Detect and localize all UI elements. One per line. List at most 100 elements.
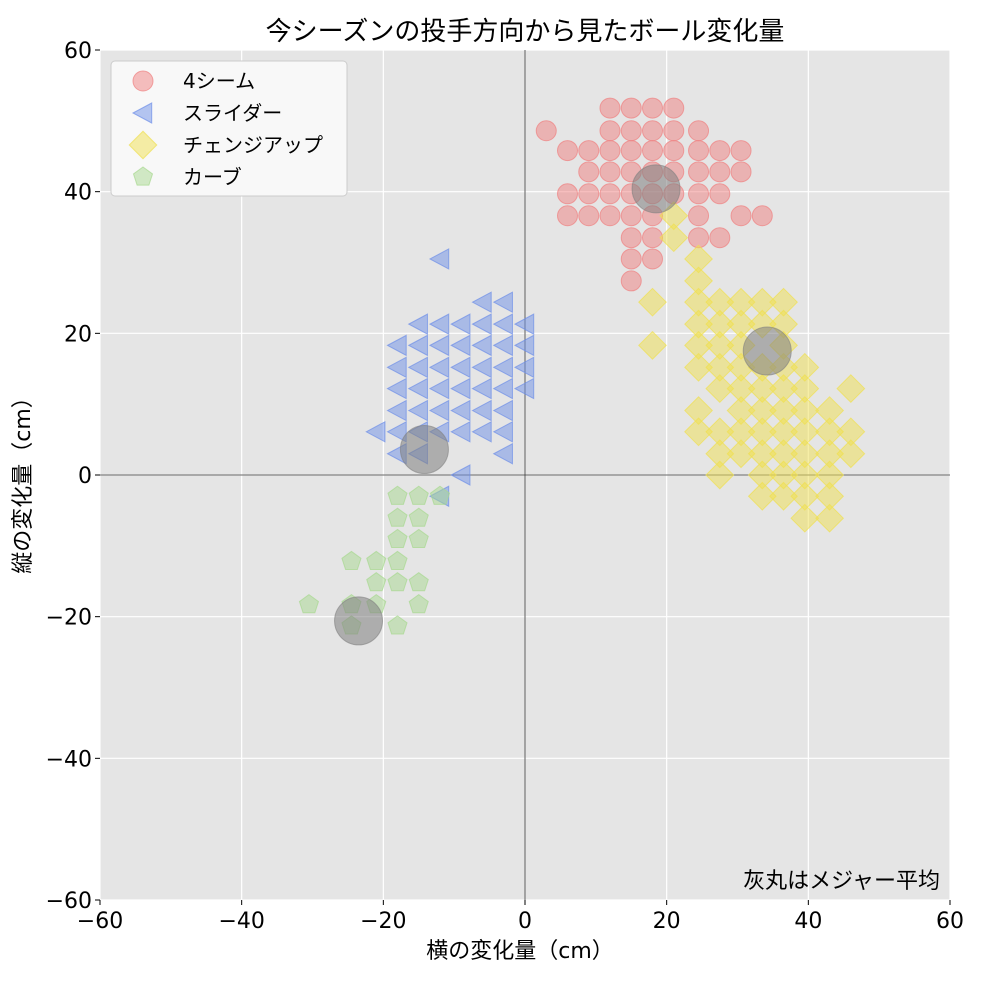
- y-tick-label: −40: [46, 747, 92, 772]
- point-pentagon: [387, 615, 408, 635]
- point-triangle-left: [386, 356, 407, 379]
- point-circle: [663, 97, 685, 119]
- point-triangle-left: [513, 356, 535, 379]
- point-circle: [709, 140, 731, 162]
- point-diamond: [638, 287, 667, 317]
- legend-marker-pentagon: [132, 166, 154, 186]
- point-triangle-left: [450, 399, 471, 422]
- point-triangle-left: [386, 420, 407, 443]
- point-diamond: [638, 330, 667, 360]
- point-triangle-left: [407, 399, 428, 422]
- point-circle: [620, 227, 642, 249]
- x-tick-label: 20: [653, 909, 681, 934]
- point-triangle-left: [450, 313, 471, 335]
- point-triangle-left: [450, 334, 471, 357]
- point-triangle-left: [407, 313, 428, 335]
- point-circle: [751, 205, 773, 227]
- point-circle: [642, 248, 663, 270]
- point-pentagon: [387, 528, 408, 549]
- x-tick-label: −40: [218, 909, 264, 934]
- point-diamond: [705, 374, 735, 404]
- point-pentagon: [298, 594, 320, 614]
- average-marker: [334, 596, 384, 646]
- point-diamond: [836, 439, 866, 469]
- point-triangle-left: [450, 356, 471, 379]
- average-marker: [399, 425, 449, 474]
- average-markers: [334, 164, 792, 646]
- point-pentagon: [408, 594, 429, 614]
- point-triangle-left: [407, 356, 428, 379]
- point-triangle-left: [450, 464, 471, 486]
- point-circle: [642, 97, 663, 119]
- point-triangle-left: [492, 291, 513, 314]
- y-tick-label: −60: [46, 889, 92, 914]
- point-diamond: [659, 223, 689, 253]
- point-circle: [688, 183, 710, 205]
- x-tick-label: −20: [360, 909, 406, 934]
- point-circle: [620, 140, 642, 162]
- point-pentagon: [387, 572, 408, 592]
- point-pentagon: [429, 485, 451, 505]
- point-triangle-left: [450, 377, 471, 400]
- point-circle: [599, 205, 621, 227]
- x-tick-label: 60: [936, 909, 964, 934]
- point-circle: [730, 140, 752, 162]
- point-circle: [578, 183, 600, 205]
- average-note: 灰丸はメジャー平均: [743, 869, 940, 894]
- point-triangle-left: [471, 356, 492, 379]
- y-tick-label: 40: [64, 181, 92, 206]
- legend-box: [110, 60, 348, 197]
- point-circle: [620, 205, 642, 227]
- point-circle: [663, 140, 685, 162]
- point-circle: [620, 97, 642, 119]
- point-diamond: [684, 352, 713, 382]
- point-circle: [688, 140, 710, 162]
- legend-label: カーブ: [183, 165, 242, 189]
- point-circle: [599, 140, 621, 162]
- x-tick-label: 40: [794, 909, 822, 934]
- point-circle: [599, 161, 621, 183]
- point-circle: [599, 120, 621, 142]
- point-triangle-left: [513, 377, 535, 400]
- point-diamond: [769, 481, 798, 511]
- point-triangle-left: [492, 420, 513, 443]
- point-triangle-left: [428, 356, 450, 379]
- point-triangle-left: [386, 377, 407, 400]
- legend-label: 4シーム: [183, 69, 255, 93]
- series-1: [365, 248, 535, 508]
- point-triangle-left: [386, 399, 407, 422]
- point-triangle-left: [513, 313, 535, 335]
- point-circle: [535, 120, 557, 142]
- point-triangle-left: [428, 313, 450, 335]
- point-diamond: [815, 503, 845, 533]
- point-triangle-left: [471, 291, 492, 314]
- point-triangle-left: [471, 313, 492, 335]
- point-diamond: [747, 481, 777, 511]
- average-marker: [631, 164, 681, 214]
- legend-marker-circle: [132, 70, 154, 92]
- point-circle: [709, 183, 731, 205]
- point-circle: [578, 161, 600, 183]
- point-triangle-left: [492, 377, 513, 400]
- legend-label: チェンジアップ: [183, 133, 323, 157]
- point-circle: [709, 227, 731, 249]
- point-circle: [688, 205, 710, 227]
- point-triangle-left: [492, 334, 513, 357]
- point-triangle-left: [428, 377, 450, 400]
- point-triangle-left: [471, 420, 492, 443]
- point-triangle-left: [428, 334, 450, 357]
- point-circle: [620, 248, 642, 270]
- point-circle: [709, 161, 731, 183]
- point-circle: [620, 120, 642, 142]
- point-triangle-left: [428, 399, 450, 422]
- point-circle: [620, 270, 642, 292]
- point-circle: [578, 140, 600, 162]
- series-2: [638, 201, 866, 533]
- point-triangle-left: [513, 334, 535, 357]
- point-diamond: [684, 417, 713, 447]
- point-circle: [557, 183, 578, 205]
- point-pentagon: [387, 485, 408, 505]
- point-triangle-left: [365, 420, 386, 443]
- point-circle: [642, 120, 663, 142]
